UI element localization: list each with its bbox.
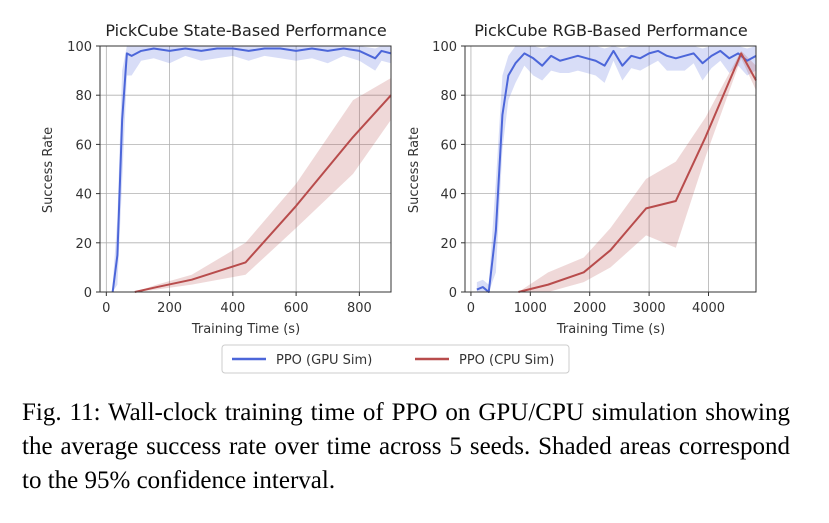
legend-label-gpu: PPO (GPU Sim) xyxy=(276,353,372,368)
y-tick-label: 0 xyxy=(449,286,457,301)
x-tick-label: 4000 xyxy=(692,301,725,316)
y-tick-label: 100 xyxy=(432,40,457,55)
plot-area: 0 1000 2000 3000 4000 0 20 40 60 80 100 xyxy=(432,40,757,316)
axes-frame xyxy=(464,45,757,293)
x-tick-label: 400 xyxy=(220,301,245,316)
y-axis-label: Success Rate xyxy=(407,127,422,213)
series-line xyxy=(111,47,392,293)
y-tick-label: 100 xyxy=(67,40,92,55)
plot-area: 0 200 400 600 800 0 20 40 60 80 100 xyxy=(67,40,392,316)
y-tick-label: 60 xyxy=(75,138,92,153)
y-tick-label: 80 xyxy=(440,89,457,104)
confidence-band xyxy=(476,46,756,292)
y-tick-label: 40 xyxy=(440,188,457,203)
y-tick-label: 0 xyxy=(84,286,92,301)
x-tick-label: 800 xyxy=(347,301,372,316)
series-line xyxy=(518,52,757,293)
x-tick-label: 0 xyxy=(102,301,110,316)
x-tick-label: 3000 xyxy=(633,301,666,316)
x-tick-label: 0 xyxy=(467,301,475,316)
y-tick-label: 80 xyxy=(75,89,92,104)
chart-title: PickCube RGB-Based Performance xyxy=(474,21,748,40)
legend: PPO (GPU Sim) PPO (CPU Sim) xyxy=(221,344,570,374)
x-tick-label: 1000 xyxy=(514,301,547,316)
y-tick-label: 40 xyxy=(75,188,92,203)
y-tick-label: 20 xyxy=(440,237,457,252)
axes-frame xyxy=(99,45,392,293)
x-tick-label: 2000 xyxy=(573,301,606,316)
x-axis-label: Training Time (s) xyxy=(191,322,300,337)
y-tick-label: 20 xyxy=(75,237,92,252)
chart-title: PickCube State-Based Performance xyxy=(105,21,386,40)
y-axis-label: Success Rate xyxy=(41,127,56,213)
chart-state-based: PickCube State-Based Performance 0 200 400… xyxy=(41,21,392,337)
series-line xyxy=(476,49,757,293)
x-tick-label: 600 xyxy=(284,301,309,316)
series-line xyxy=(134,94,392,293)
confidence-band xyxy=(518,50,756,292)
x-tick-label: 200 xyxy=(157,301,182,316)
chart-rgb-based: PickCube RGB-Based Performance 0 1000 2000… xyxy=(407,21,757,337)
x-axis-label: Training Time (s) xyxy=(556,322,665,337)
confidence-band xyxy=(134,77,392,292)
legend-label-cpu: PPO (CPU Sim) xyxy=(459,353,554,368)
figure: PickCube State-Based Performance 0 200 400… xyxy=(41,21,757,374)
figure-caption: Fig. 11: Wall-clock training time of PPO… xyxy=(22,399,790,494)
y-tick-label: 60 xyxy=(440,138,457,153)
legend-box xyxy=(221,344,570,374)
